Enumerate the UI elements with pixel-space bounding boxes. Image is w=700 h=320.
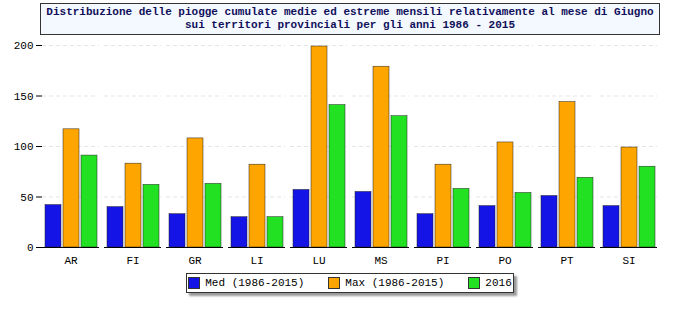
svg-text:AR: AR [64, 255, 78, 267]
svg-text:MS: MS [374, 255, 388, 267]
svg-text:SI: SI [622, 255, 635, 267]
svg-text:150: 150 [14, 91, 34, 103]
svg-text:PT: PT [560, 255, 574, 267]
svg-text:0: 0 [27, 242, 34, 254]
svg-text:LI: LI [250, 255, 263, 267]
html-text:Med (1986-2015): Med (1986-2015) [205, 277, 305, 289]
svg-text:FI: FI [126, 255, 139, 267]
html-text:Distribuzione delle piogge cum: Distribuzione delle piogge cumulate medi… [46, 6, 654, 31]
svg-text:100: 100 [14, 141, 34, 153]
svg-text:GR: GR [188, 255, 202, 267]
svg-text:LU: LU [312, 255, 325, 267]
html-text:2016: 2016 [485, 277, 512, 289]
svg-text:PI: PI [436, 255, 449, 267]
html-text:Max (1986-2015): Max (1986-2015) [345, 277, 445, 289]
svg-text:200: 200 [14, 40, 34, 52]
svg-text:50: 50 [20, 192, 33, 204]
svg-text:PO: PO [498, 255, 512, 267]
